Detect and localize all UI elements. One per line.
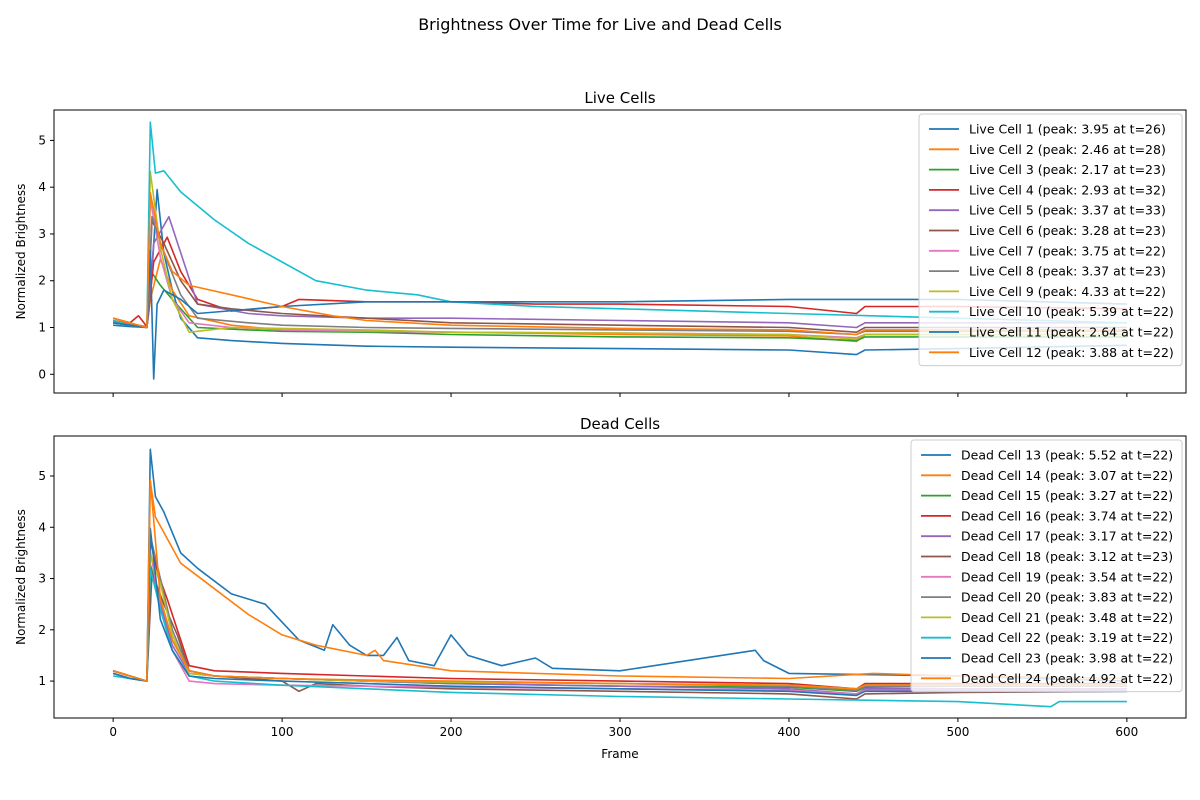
- dead-x-tick-label: 400: [778, 725, 801, 739]
- live-y-tick-label: 5: [38, 133, 46, 147]
- live-legend-label-5: Live Cell 5 (peak: 3.37 at t=33): [969, 203, 1166, 218]
- live-series-line-12: [112, 192, 1127, 336]
- dead-legend-label-5: Dead Cell 17 (peak: 3.17 at t=22): [961, 529, 1173, 544]
- dead-series-lines: [112, 448, 1127, 708]
- dead-legend-label-7: Dead Cell 19 (peak: 3.54 at t=22): [961, 569, 1173, 584]
- live-legend-label-8: Live Cell 8 (peak: 3.37 at t=23): [969, 264, 1166, 279]
- dead-legend-label-3: Dead Cell 15 (peak: 3.27 at t=22): [961, 488, 1173, 503]
- dead-y-tick-label: 2: [38, 623, 46, 637]
- dead-y-axis-label: Normalized Brightness: [14, 509, 28, 645]
- live-y-tick-label: 2: [38, 274, 46, 288]
- live-legend-label-4: Live Cell 4 (peak: 2.93 at t=32): [969, 182, 1166, 197]
- dead-series-line-12: [112, 479, 1127, 690]
- live-legend-label-9: Live Cell 9 (peak: 4.33 at t=22): [969, 284, 1166, 299]
- dead-legend: Dead Cell 13 (peak: 5.52 at t=22) Dead Ce…: [910, 439, 1183, 693]
- dead-legend-label-12: Dead Cell 24 (peak: 4.92 at t=22): [961, 671, 1173, 686]
- dead-y-tick-label: 1: [38, 674, 46, 688]
- live-y-tick-label: 4: [38, 180, 46, 194]
- live-legend-box: [918, 113, 1183, 367]
- live-legend-label-2: Live Cell 2 (peak: 2.46 at t=28): [969, 142, 1166, 157]
- dead-chart-title: Dead Cells: [580, 415, 660, 433]
- dead-legend-label-8: Dead Cell 20 (peak: 3.83 at t=22): [961, 590, 1173, 605]
- dead-legend-box: [910, 439, 1183, 693]
- live-y-tick-label: 1: [38, 321, 46, 335]
- dead-legend-label-6: Dead Cell 18 (peak: 3.12 at t=23): [961, 549, 1173, 564]
- dead-legend-label-4: Dead Cell 16 (peak: 3.74 at t=22): [961, 508, 1173, 523]
- dead-x-axis-label: Frame: [601, 747, 638, 761]
- dead-x-tick-label: 0: [109, 725, 117, 739]
- dead-x-tick-label: 200: [440, 725, 463, 739]
- live-legend-label-1: Live Cell 1 (peak: 3.95 at t=26): [969, 122, 1166, 137]
- live-cells-panel: Live Cells 0 1 2 3 4 5 Normalized Brightness Liv…: [14, 89, 1187, 397]
- dead-y-tick-label: 4: [38, 520, 46, 534]
- dead-cells-panel: Dead Cells 0 100 200 300 400 500 600 1 2 3 4 5 Normal…: [14, 415, 1187, 761]
- live-series-line-10: [112, 121, 1127, 329]
- figure-title: Brightness Over Time for Live and Dead C…: [418, 15, 782, 34]
- live-legend-label-7: Live Cell 7 (peak: 3.75 at t=22): [969, 243, 1166, 258]
- dead-series-line-1: [112, 448, 1127, 682]
- live-y-axis-label: Normalized Brightness: [14, 184, 28, 320]
- dead-legend-label-1: Dead Cell 13 (peak: 5.52 at t=22): [961, 448, 1173, 463]
- live-y-tick-label: 3: [38, 227, 46, 241]
- live-legend: Live Cell 1 (peak: 3.95 at t=26) Live Cel…: [918, 113, 1183, 367]
- dead-legend-label-2: Dead Cell 14 (peak: 3.07 at t=22): [961, 468, 1173, 483]
- live-chart-title: Live Cells: [584, 89, 655, 107]
- live-legend-label-11: Live Cell 11 (peak: 2.64 at t=22): [969, 325, 1174, 340]
- live-y-tick-label: 0: [38, 367, 46, 381]
- dead-legend-label-11: Dead Cell 23 (peak: 3.98 at t=22): [961, 651, 1173, 666]
- live-legend-label-6: Live Cell 6 (peak: 3.28 at t=23): [969, 223, 1166, 238]
- live-series-lines: [112, 121, 1127, 380]
- dead-legend-label-9: Dead Cell 21 (peak: 3.48 at t=22): [961, 610, 1173, 625]
- dead-y-tick-label: 5: [38, 469, 46, 483]
- dead-legend-label-10: Dead Cell 22 (peak: 3.19 at t=22): [961, 630, 1173, 645]
- dead-x-tick-label: 300: [609, 725, 632, 739]
- dead-x-tick-label: 600: [1115, 725, 1138, 739]
- live-legend-label-3: Live Cell 3 (peak: 2.17 at t=23): [969, 162, 1166, 177]
- dead-x-tick-label: 500: [946, 725, 969, 739]
- live-legend-label-12: Live Cell 12 (peak: 3.88 at t=22): [969, 345, 1174, 360]
- dead-y-tick-label: 3: [38, 572, 46, 586]
- dead-x-tick-label: 100: [271, 725, 294, 739]
- live-legend-label-10: Live Cell 10 (peak: 5.39 at t=22): [969, 304, 1174, 319]
